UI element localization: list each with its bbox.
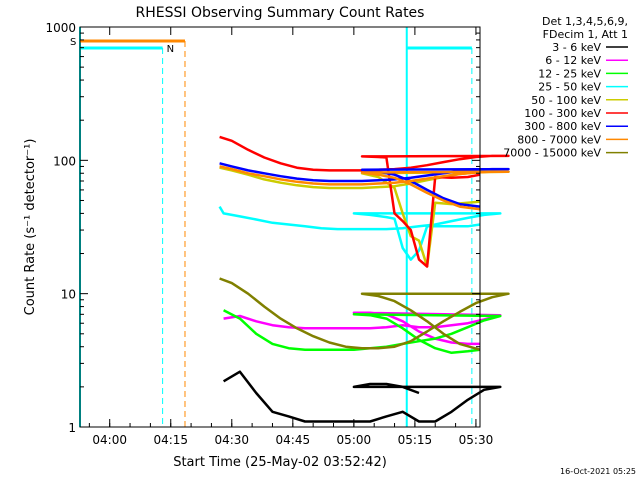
legend-label-0: 3 - 6 keV — [552, 41, 601, 54]
legend-label-1: 6 - 12 keV — [545, 54, 601, 67]
series-line-0 — [222, 370, 502, 423]
chart-title: RHESSI Observing Summary Count Rates — [136, 5, 425, 21]
legend-label-6: 300 - 800 keV — [524, 120, 601, 133]
series-line-5 — [219, 135, 510, 268]
axis-ticks: 04:00 04:15 04:30 04:45 05:00 05:15 05:30 1 10 10… — [45, 21, 493, 447]
series-lines — [218, 135, 510, 423]
x-tick-label-4: 05:00 — [337, 433, 372, 447]
y-tick-label-0: 1 — [68, 421, 76, 435]
plot-frame — [79, 26, 481, 428]
series-line-6 — [219, 162, 510, 208]
legend-label-7: 800 - 7000 keV — [517, 133, 601, 146]
x-axis-label: Start Time (25-May-02 03:52:42) — [173, 455, 387, 470]
x-tick-label-3: 04:45 — [276, 433, 311, 447]
series-line-2 — [223, 309, 502, 355]
legend-label-8: 7000 - 15000 keV — [503, 147, 601, 160]
x-tick-label-1: 04:15 — [153, 433, 188, 447]
decimation-info: FDecim 1, Att 1 — [543, 28, 628, 41]
legend-label-4: 50 - 100 keV — [531, 94, 601, 107]
y-tick-label-1: 10 — [61, 288, 76, 302]
x-tick-label-0: 04:00 — [92, 433, 127, 447]
y-tick-label-2: 100 — [53, 154, 76, 168]
x-tick-label-2: 04:30 — [214, 433, 249, 447]
footer-timestamp: 16-Oct-2021 05:25 — [560, 467, 636, 476]
x-tick-label-6: 05:30 — [459, 433, 494, 447]
detector-info: Det 1,3,4,5,6,9, — [542, 15, 628, 28]
y-tick-label-3: 1000 — [45, 21, 76, 35]
y-axis-label: Count Rate (s⁻¹ detector⁻¹) — [23, 139, 38, 316]
x-tick-label-5: 05:15 — [398, 433, 433, 447]
legend-label-3: 25 - 50 keV — [538, 81, 601, 94]
night-flag-label: N — [167, 44, 174, 55]
series-line-8 — [219, 277, 510, 351]
legend-label-2: 12 - 25 keV — [538, 67, 601, 80]
saa-flag-label: S — [70, 37, 76, 48]
legend-label-5: 100 - 300 keV — [524, 107, 601, 120]
series-line-7 — [219, 165, 510, 211]
